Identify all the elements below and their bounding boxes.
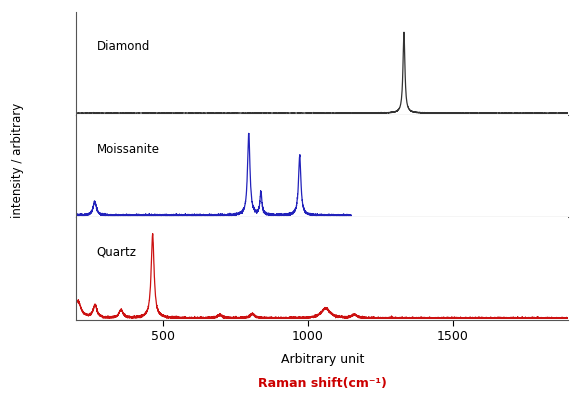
- Text: intensity / arbitrary: intensity / arbitrary: [11, 102, 24, 218]
- Text: Arbitrary unit: Arbitrary unit: [281, 354, 364, 366]
- Text: Raman shift(cm⁻¹): Raman shift(cm⁻¹): [258, 378, 387, 390]
- Text: Quartz: Quartz: [97, 246, 137, 259]
- Text: Moissanite: Moissanite: [97, 143, 159, 156]
- Text: Diamond: Diamond: [97, 40, 150, 53]
